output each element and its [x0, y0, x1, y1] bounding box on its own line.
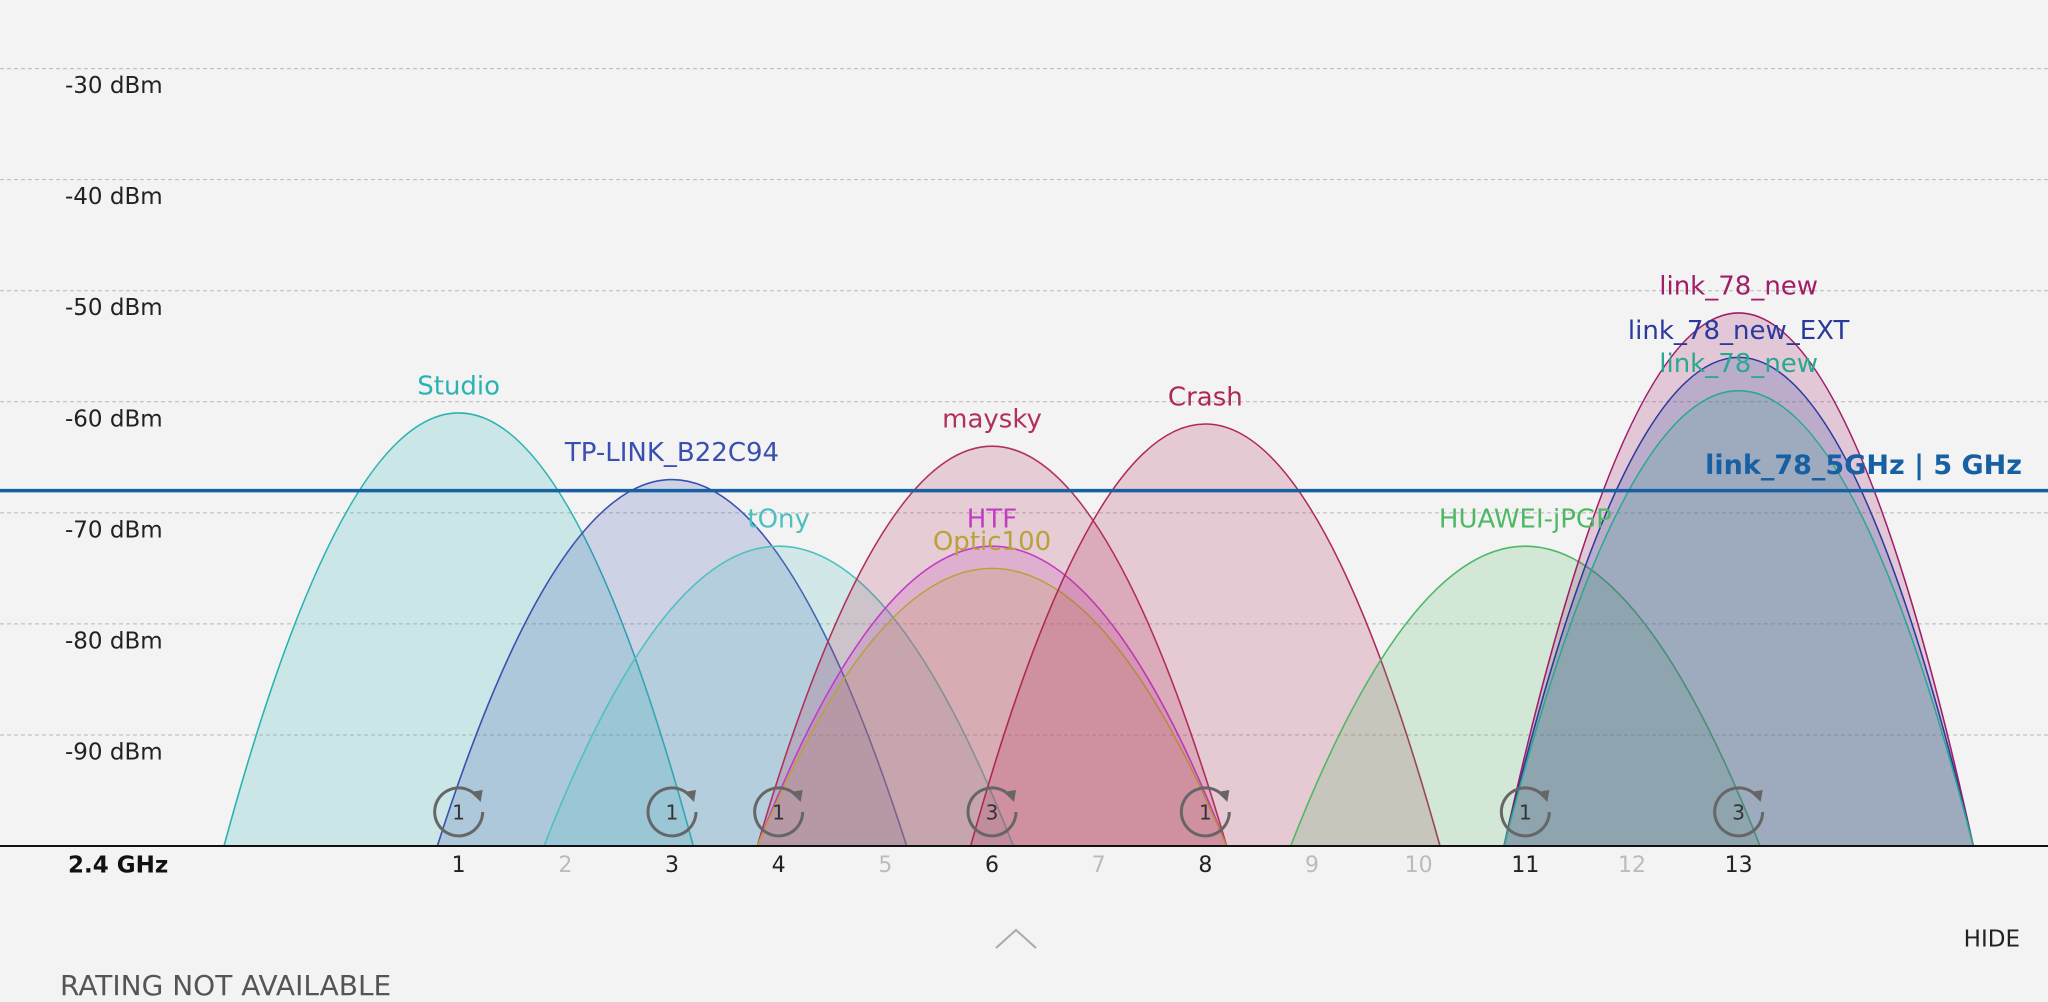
badge-arrow: [1004, 790, 1016, 802]
badge-count: 3: [1732, 801, 1745, 825]
network-label: TP-LINK_B22C94: [564, 438, 779, 468]
channel-badge: [1179, 786, 1231, 838]
badge-arrow: [1750, 790, 1763, 802]
x-tick-label: 10: [1405, 853, 1433, 878]
channel-badge: [966, 786, 1018, 838]
network-curve: [222, 412, 695, 847]
network-curve: [1503, 312, 1975, 847]
y-tick-label: -80 dBm: [65, 628, 163, 654]
network-label: link_78_new: [1659, 271, 1818, 301]
badge-count: 1: [1199, 801, 1212, 825]
x-tick-label: 4: [772, 853, 786, 878]
network-curve: [1289, 545, 1762, 847]
x-tick-label: 2: [558, 853, 572, 878]
x-tick-label: 6: [985, 853, 999, 878]
channel-badge: [753, 786, 805, 838]
x-tick-label: 12: [1618, 853, 1646, 878]
badge-arrow: [684, 790, 696, 802]
network-label: link_78_new: [1659, 349, 1818, 379]
network-label: HTF: [967, 505, 1017, 535]
badge-count: 1: [666, 801, 679, 825]
y-tick-label: -30 dBm: [65, 73, 163, 99]
channel-badge: [433, 786, 485, 838]
network-label: Studio: [417, 371, 500, 401]
network-label: Optic100: [933, 527, 1051, 557]
badge-count: 3: [986, 801, 999, 825]
x-tick-label: 11: [1511, 853, 1539, 878]
y-tick-label: -90 dBm: [65, 739, 163, 765]
channel-badge: [646, 786, 698, 838]
network-curve: [436, 479, 908, 847]
hide-button[interactable]: HIDE: [1964, 927, 2020, 953]
badge-count: 1: [1519, 801, 1532, 825]
x-axis-label: 2.4 GHz: [68, 853, 168, 879]
network-label: HUAWEI-jPGP: [1439, 505, 1612, 535]
badge-count: 1: [452, 801, 465, 825]
channel-badge: [1713, 786, 1765, 838]
network-curve: [1502, 389, 1975, 847]
network-label: tOny: [747, 505, 810, 535]
network-curve: [756, 567, 1228, 847]
y-tick-label: -60 dBm: [65, 406, 163, 432]
x-tick-label: 3: [665, 853, 679, 878]
y-tick-label: -70 dBm: [65, 517, 163, 543]
network-label: link_78_new_EXT: [1628, 316, 1850, 346]
network-curve: [756, 545, 1228, 847]
network-curve: [542, 545, 1015, 847]
network-curve: [1502, 356, 1975, 847]
y-tick-label: -40 dBm: [65, 184, 163, 210]
network-label: maysky: [942, 405, 1042, 435]
x-tick-label: 9: [1305, 853, 1319, 878]
x-tick-label: 7: [1092, 853, 1106, 878]
network-curve: [756, 445, 1228, 847]
x-tick-label: 8: [1198, 853, 1212, 878]
x-tick-label: 13: [1725, 853, 1753, 878]
badge-arrow: [1217, 790, 1230, 802]
x-tick-label: 1: [452, 853, 466, 878]
network-label: Crash: [1168, 383, 1243, 413]
expand-chevron[interactable]: [995, 928, 1037, 949]
badge-arrow: [1537, 790, 1550, 802]
badge-arrow: [790, 790, 803, 802]
badge-arrow: [470, 790, 483, 802]
x-tick-label: 5: [878, 853, 892, 878]
y-tick-label: -50 dBm: [65, 295, 163, 321]
reference-label: link_78_5GHz | 5 GHz: [1705, 450, 2022, 481]
channel-badge: [1499, 786, 1551, 838]
rating-text: RATING NOT AVAILABLE: [60, 969, 391, 1002]
badge-count: 1: [772, 801, 785, 825]
